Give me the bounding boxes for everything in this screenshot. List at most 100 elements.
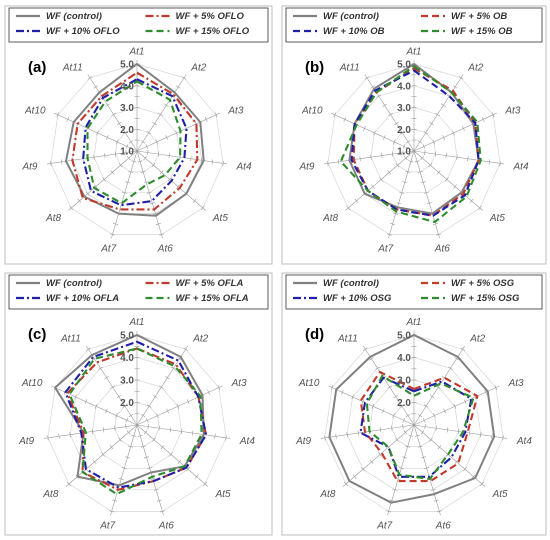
axis-tick [371, 184, 375, 189]
axis-tick [160, 445, 165, 450]
axis-tick [460, 347, 465, 351]
axis-tick [363, 347, 368, 351]
axis-tick [87, 76, 93, 80]
category-label: At1 [405, 317, 421, 328]
axis-tick [47, 435, 49, 441]
category-label: At7 [376, 521, 392, 532]
category-label: At9 [18, 436, 34, 447]
axis-tick [429, 121, 434, 126]
axis-tick [98, 366, 103, 370]
axis-tick [371, 403, 375, 409]
axis-tick [186, 467, 190, 472]
axis-spoke [46, 150, 138, 165]
axis-tick [395, 163, 400, 168]
axis-tick [147, 467, 153, 470]
grid-ring [369, 379, 459, 469]
axis-tick [463, 467, 467, 472]
axis-tick [200, 157, 203, 163]
axis-spoke [111, 150, 138, 239]
axis-tick [352, 474, 357, 479]
axis-tick [131, 434, 137, 437]
legend-frame [8, 7, 269, 43]
axis-tick [491, 433, 493, 439]
axis-tick [125, 181, 131, 184]
axis-tick [165, 135, 168, 140]
axis-tick [84, 399, 88, 405]
axis-tick [143, 181, 149, 184]
axis-tick [146, 131, 152, 135]
axis-tick [145, 144, 149, 149]
axis-tick [125, 424, 127, 430]
axis-tick [344, 481, 348, 486]
series-line-2 [359, 370, 479, 483]
axis-tick [115, 139, 119, 145]
axis-tick [165, 376, 170, 380]
axis-tick [146, 191, 152, 194]
axis-tick [491, 112, 495, 118]
category-label: At5 [215, 489, 231, 500]
axis-tick [91, 428, 94, 434]
axis-tick [159, 385, 164, 389]
axis-tick [166, 408, 169, 414]
axis-tick [458, 76, 464, 80]
category-label: At2 [190, 63, 206, 74]
axis-tick [399, 131, 405, 135]
radar-panel-3: 2.0 3.0 4.0 5.0 At1 At2 At3 At4 At5 At6 At7 At8 At9 A… [4, 272, 273, 536]
legend-entry: WF + 5% OB [451, 11, 507, 22]
axis-tick [393, 395, 399, 399]
axis-tick [388, 112, 393, 117]
axis-tick [66, 116, 70, 122]
axis-tick [391, 425, 393, 431]
axis-tick [402, 150, 404, 156]
axis-tick [131, 160, 137, 163]
axis-tick [111, 112, 116, 117]
legend-entry: WF + 10% OB [323, 26, 385, 37]
axis-tick [392, 413, 395, 419]
axis-tick [61, 159, 63, 165]
category-label: At10 [24, 105, 46, 116]
axis-spoke [413, 424, 486, 487]
axis-tick [422, 417, 426, 423]
axis-tick [422, 144, 426, 149]
category-label: At6 [158, 521, 174, 532]
category-label: At7 [100, 243, 116, 254]
axis-tick [481, 116, 485, 122]
axis-spoke [413, 345, 466, 426]
axis-spoke [413, 150, 483, 211]
category-label: At6 [435, 521, 451, 532]
axis-tick [171, 366, 176, 370]
axis-spoke [136, 424, 209, 487]
grid-ring [327, 63, 501, 235]
category-label: At1 [405, 47, 421, 58]
axis-tick [389, 499, 395, 502]
tick-label: 3.0 [120, 103, 134, 114]
axis-tick [105, 408, 108, 414]
axis-tick [137, 434, 143, 437]
axis-tick [381, 153, 383, 159]
axis-tick [446, 427, 449, 433]
tick-label: 3.0 [397, 103, 411, 114]
axis-spoke [136, 385, 223, 426]
axis-tick [50, 160, 52, 166]
axis-tick [152, 121, 157, 126]
axis-tick [387, 385, 392, 389]
category-label: At11 [60, 334, 81, 345]
axis-spoke [413, 385, 500, 426]
axis-tick [146, 404, 152, 408]
axis-spoke [68, 150, 138, 211]
axis-tick [125, 144, 129, 149]
legend-entry: WF (control) [46, 11, 102, 22]
axis-tick [114, 151, 117, 157]
axis-tick [445, 153, 447, 159]
axis-tick [118, 163, 123, 168]
axis-tick [93, 85, 99, 89]
axis-spoke [345, 150, 415, 211]
axis-spoke [136, 74, 187, 152]
axis-spoke [110, 424, 138, 516]
legend-entry: WF (control) [46, 278, 102, 289]
axis-tick [414, 160, 420, 163]
axis-tick [432, 223, 438, 225]
series-line-3 [359, 376, 473, 478]
axis-tick [145, 417, 149, 423]
axis-tick [436, 233, 441, 236]
